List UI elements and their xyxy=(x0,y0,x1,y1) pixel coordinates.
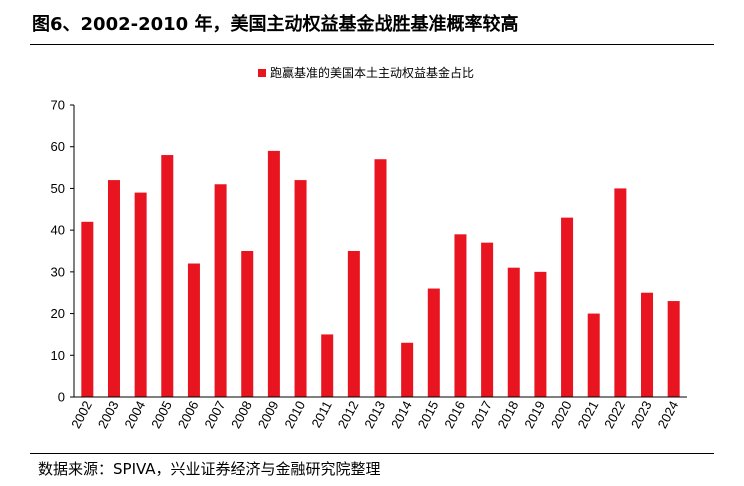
bar-2019 xyxy=(534,271,547,397)
x-tick-label: 2007 xyxy=(201,398,228,431)
x-tick-label: 2012 xyxy=(335,398,362,431)
bar-2011 xyxy=(321,334,334,397)
x-tick-label: 2006 xyxy=(175,398,202,431)
bar-2018 xyxy=(507,267,520,397)
x-tick-label: 2002 xyxy=(68,398,95,431)
bar-2014 xyxy=(401,342,414,397)
x-tick-label: 2005 xyxy=(148,398,175,431)
bar-2006 xyxy=(187,263,200,397)
source-divider xyxy=(30,453,714,454)
y-tick-label: 60 xyxy=(51,139,65,154)
x-tick-label: 2022 xyxy=(601,398,628,431)
x-tick-label: 2011 xyxy=(308,398,334,430)
bar-2022 xyxy=(614,188,627,397)
y-tick-label: 0 xyxy=(58,390,65,405)
x-tick-label: 2019 xyxy=(521,398,548,431)
x-tick-label: 2020 xyxy=(548,398,575,431)
bar-2021 xyxy=(587,313,600,397)
y-tick-label: 20 xyxy=(51,306,65,321)
x-tick-label: 2013 xyxy=(361,398,388,431)
source-note: 数据来源：SPIVA，兴业证券经济与金融研究院整理 xyxy=(38,460,381,478)
chart-legend: 跑赢基准的美国本土主动权益基金占比 xyxy=(258,64,474,81)
y-tick-label: 30 xyxy=(51,264,65,279)
x-tick-label: 2014 xyxy=(388,398,415,431)
bar-2012 xyxy=(347,251,360,397)
legend-label: 跑赢基准的美国本土主动权益基金占比 xyxy=(270,66,475,80)
y-tick-label: 50 xyxy=(51,181,65,196)
x-tick-label: 2018 xyxy=(495,398,522,431)
x-tick-label: 2009 xyxy=(255,398,282,431)
bar-2003 xyxy=(107,180,120,397)
bar-2002 xyxy=(81,221,94,397)
x-tick-label: 2010 xyxy=(281,398,308,431)
x-tick-label: 2003 xyxy=(95,398,122,431)
bar-2005 xyxy=(161,155,174,397)
x-tick-label: 2021 xyxy=(575,398,602,431)
bar-2004 xyxy=(134,192,147,397)
x-tick-label: 2008 xyxy=(228,398,255,431)
x-tick-label: 2024 xyxy=(655,398,682,431)
bar-2017 xyxy=(481,242,494,397)
bar-2023 xyxy=(641,292,654,397)
y-tick-label: 70 xyxy=(51,98,65,113)
bar-2015 xyxy=(427,288,440,397)
bar-2007 xyxy=(214,184,227,397)
legend-swatch xyxy=(258,68,266,77)
bar-2010 xyxy=(294,180,307,397)
bar-2013 xyxy=(374,159,387,397)
x-tick-label: 2017 xyxy=(468,398,495,431)
figure-title: 图6、2002-2010 年，美国主动权益基金战胜基准概率较高 xyxy=(32,14,519,35)
title-divider xyxy=(30,44,714,45)
y-tick-label: 40 xyxy=(51,223,65,238)
x-tick-label: 2004 xyxy=(121,398,148,431)
y-tick-label: 10 xyxy=(51,348,65,363)
bar-2024 xyxy=(667,301,680,397)
bar-2020 xyxy=(561,217,574,397)
x-tick-label: 2015 xyxy=(415,398,442,431)
bar-2016 xyxy=(454,234,467,397)
x-tick-label: 2023 xyxy=(628,398,655,431)
bar-2009 xyxy=(267,150,280,397)
bar-2008 xyxy=(241,251,254,397)
x-tick-label: 2016 xyxy=(441,398,468,431)
